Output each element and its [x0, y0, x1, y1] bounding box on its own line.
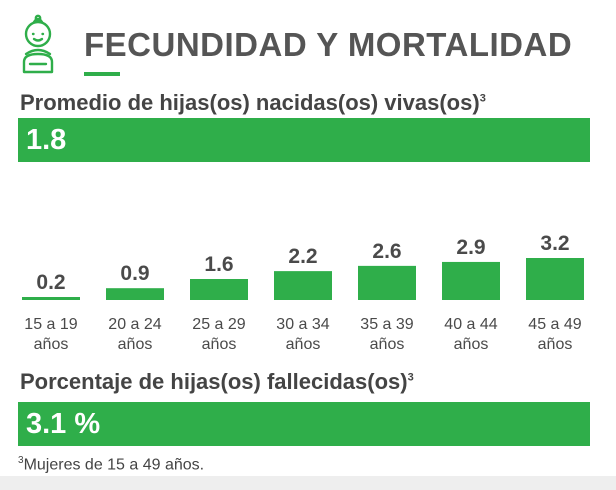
category-label-4: 30 a 34 años	[276, 316, 329, 353]
bar-1	[22, 297, 80, 300]
title-underline	[84, 72, 120, 76]
footnote-text: Mujeres de 15 a 49 años.	[23, 456, 205, 474]
footnote: 3Mujeres de 15 a 49 años.	[18, 455, 204, 474]
avg-children-bar: 1.8	[18, 118, 590, 162]
bar-4	[274, 271, 332, 300]
bottom-band	[0, 476, 616, 490]
bar-3	[190, 279, 248, 300]
age-group-bar-chart: 0.2 15 a 19 años 0.9 20 a 24 años 1.6 25 a 29 añ…	[22, 232, 584, 353]
bar-value-label-4: 2.2	[288, 245, 317, 268]
category-label-2: 20 a 24 años	[108, 316, 161, 353]
baby-icon	[22, 14, 54, 74]
category-label-5: 35 a 39 años	[360, 316, 413, 353]
mortality-note-ref: 3	[407, 371, 414, 384]
bar-value-label-7: 3.2	[540, 232, 569, 255]
mortality-bar: 3.1 %	[18, 402, 590, 446]
category-label-3: 25 a 29 años	[192, 316, 245, 353]
avg-children-label: Promedio de hijas(os) nacidas(os) vivas(…	[20, 90, 486, 116]
bar-5	[358, 265, 416, 300]
category-label-7: 45 a 49 años	[528, 316, 581, 353]
page-title: FECUNDIDAD Y MORTALIDAD	[84, 26, 573, 63]
bar-value-label-6: 2.9	[456, 236, 485, 259]
bar-2	[106, 288, 164, 300]
footnote-ref: 3	[18, 455, 24, 466]
category-label-6: 40 a 44 años	[444, 316, 497, 353]
avg-children-label-text: Promedio de hijas(os) nacidas(os) vivas(…	[20, 90, 480, 115]
bar-value-label-3: 1.6	[204, 253, 233, 276]
bar-value-label-2: 0.9	[120, 262, 149, 285]
mortality-label-text: Porcentaje de hijas(os) fallecidas(os)	[20, 369, 408, 394]
bar-value-label-1: 0.2	[36, 271, 65, 294]
category-label-1: 15 a 19 años	[24, 316, 77, 353]
bar-value-label-5: 2.6	[372, 240, 401, 263]
avg-children-note-ref: 3	[479, 92, 486, 105]
bar-7	[526, 258, 584, 300]
bar-6	[442, 261, 500, 300]
mortality-label: Porcentaje de hijas(os) fallecidas(os)3	[20, 369, 414, 395]
avg-children-value: 1.8	[26, 124, 67, 156]
mortality-value: 3.1 %	[26, 408, 101, 440]
